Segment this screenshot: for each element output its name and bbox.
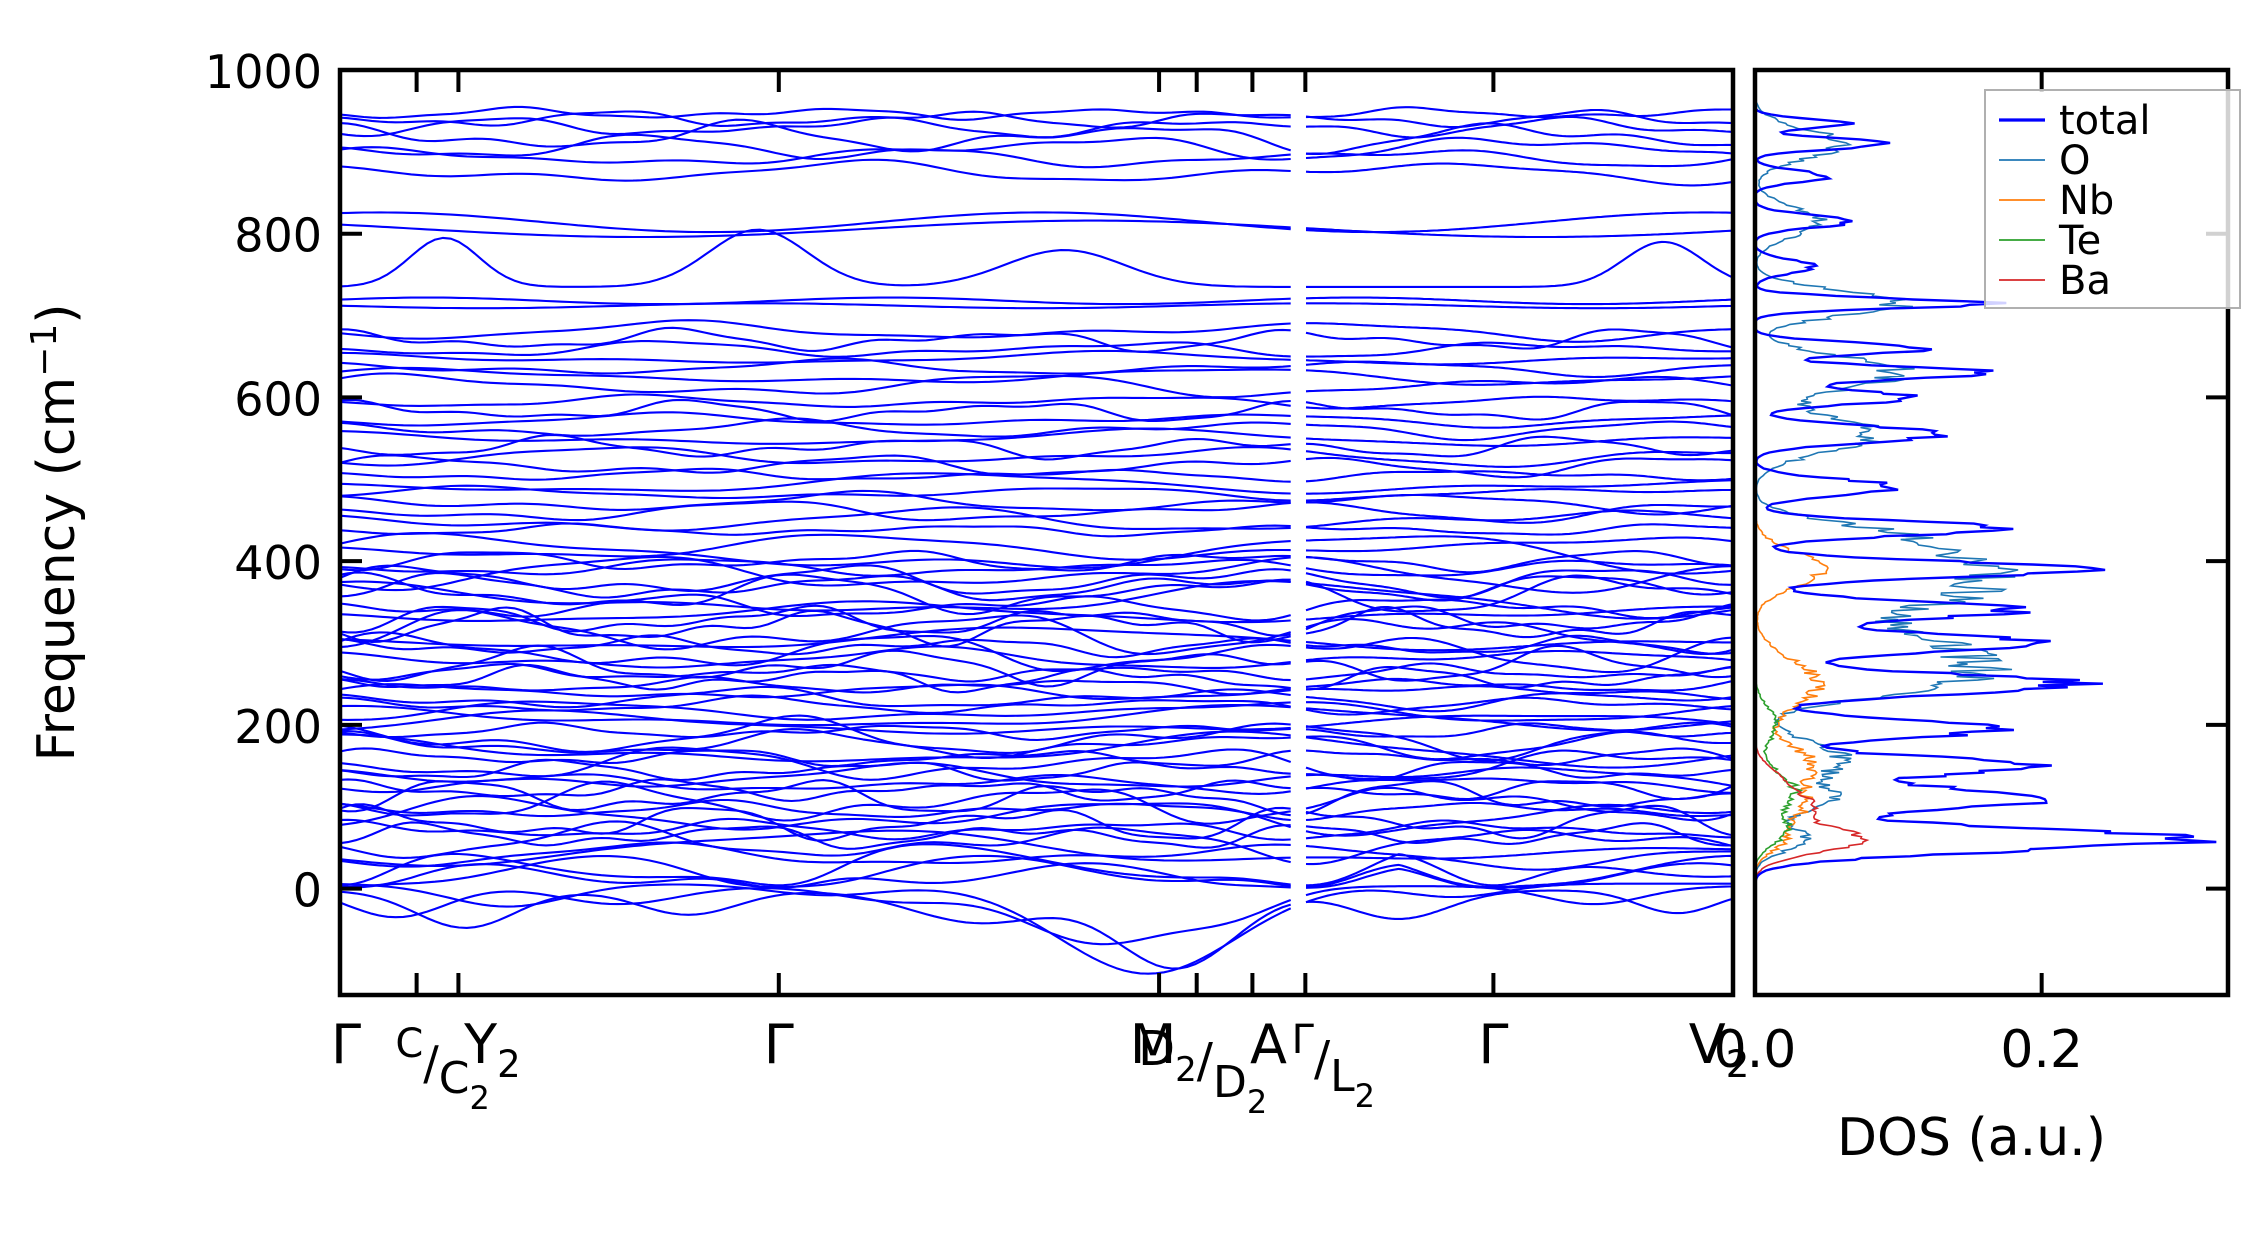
band-branch	[339, 778, 1734, 803]
band-branch	[339, 600, 1733, 624]
band-branch	[339, 843, 1734, 887]
band-branch	[339, 533, 1734, 561]
legend-label-nb: Nb	[2059, 178, 2114, 224]
band-panel-frame	[337, 67, 1736, 998]
band-branch	[339, 115, 1734, 139]
band-branch	[339, 219, 1734, 239]
ytick-label-800: 800	[234, 209, 322, 263]
band-branch	[339, 798, 1734, 822]
band-branch	[339, 746, 1734, 781]
band-branch	[339, 645, 1734, 669]
xtick-label-m: M	[1130, 1013, 1177, 1076]
band-branch	[339, 779, 1734, 817]
xtick-label-a: A	[1250, 1013, 1287, 1076]
band-branch	[339, 296, 1734, 306]
band-branch	[339, 780, 1734, 825]
xtick-label-gamma-3: Γ	[1478, 1013, 1508, 1076]
band-branch	[339, 158, 1734, 187]
band-branch	[339, 675, 1734, 696]
xtick-label-gamma-1: Γ	[331, 1013, 361, 1076]
xtick-label-c-c2: C/C2	[395, 1021, 490, 1117]
legend-label-o: O	[2059, 138, 2090, 184]
band-branch	[339, 854, 1733, 888]
band-branch	[339, 108, 1734, 129]
band-branch	[339, 472, 1733, 495]
legend-label-te: Te	[2058, 218, 2101, 264]
dos-curve-total	[1753, 70, 2217, 995]
band-branch	[339, 433, 1734, 461]
band-branch	[339, 683, 1734, 702]
band-branch	[339, 506, 1734, 532]
dos-x-axis-label: DOS (a.u.)	[1837, 1108, 2106, 1168]
ytick-label-1000: 1000	[205, 45, 322, 99]
ytick-label-400: 400	[234, 536, 322, 590]
band-branch	[339, 634, 1734, 659]
band-branch	[339, 694, 1734, 716]
band-branch	[339, 146, 1734, 169]
band-branch	[339, 549, 1733, 574]
band-branch	[339, 603, 1734, 637]
band-branch	[339, 372, 1734, 399]
band-branch	[339, 522, 1734, 538]
xtick-label-gamma-2: Γ	[764, 1013, 794, 1076]
band-branch	[339, 467, 1734, 483]
band-branch	[339, 820, 1734, 866]
band-branch	[339, 454, 1734, 479]
band-branch	[339, 398, 1734, 423]
band-branch	[339, 366, 1734, 386]
band-branch	[339, 417, 1734, 442]
xtick-label-v2: V2	[1689, 1013, 1750, 1086]
xtick-label-d2-d2: D2/D2	[1138, 1021, 1267, 1121]
legend-label-total: total	[2059, 98, 2150, 144]
xtick-label-gamma-l2: Γ/L2	[1292, 1017, 1375, 1115]
legend-box	[1984, 89, 2241, 309]
band-branch	[339, 803, 1734, 842]
band-branch	[339, 302, 1734, 310]
ytick-label-200: 200	[234, 700, 322, 754]
band-branch	[339, 714, 1734, 762]
band-branch	[339, 700, 1734, 722]
band-branch	[339, 489, 1734, 516]
dos-curve-O	[1754, 70, 2019, 995]
band-branch	[339, 572, 1734, 602]
band-branch	[339, 579, 1734, 620]
ytick-label-600: 600	[234, 372, 322, 426]
band-branch	[339, 626, 1733, 652]
band-branch	[339, 885, 1733, 946]
band-branch	[339, 882, 1733, 975]
band-branch	[339, 484, 1733, 502]
band-branch	[339, 841, 1733, 871]
band-branch	[339, 704, 1734, 732]
ytick-label-0: 0	[293, 864, 322, 918]
band-branch	[339, 446, 1733, 468]
dos-xtick-label-0: 0.0	[1714, 1020, 1797, 1080]
band-branch	[339, 228, 1734, 288]
band-branch	[339, 747, 1734, 768]
band-branch	[339, 133, 1734, 161]
band-branch	[339, 105, 1734, 121]
legend-label-ba: Ba	[2059, 258, 2111, 304]
band-branch	[339, 829, 1734, 867]
dos-panel-frame	[1752, 67, 2231, 998]
band-branch	[339, 326, 1734, 353]
band-path-break	[1291, 73, 1306, 992]
band-branch	[339, 862, 1734, 889]
y-axis-label: Frequency (cm−1)	[24, 303, 87, 761]
band-curves	[339, 105, 1734, 975]
band-branch	[339, 118, 1733, 156]
band-branch	[339, 532, 1734, 575]
xtick-label-y2: Y2	[463, 1013, 521, 1086]
dos-xtick-label-1: 0.2	[2000, 1020, 2083, 1080]
band-branch	[339, 709, 1734, 735]
band-branch	[339, 631, 1734, 674]
band-branch	[339, 340, 1734, 358]
band-branch	[339, 761, 1734, 788]
band-branch	[339, 393, 1734, 410]
band-branch	[339, 319, 1734, 343]
band-branch	[339, 427, 1734, 448]
band-branch	[339, 662, 1734, 683]
band-branch	[339, 411, 1734, 429]
